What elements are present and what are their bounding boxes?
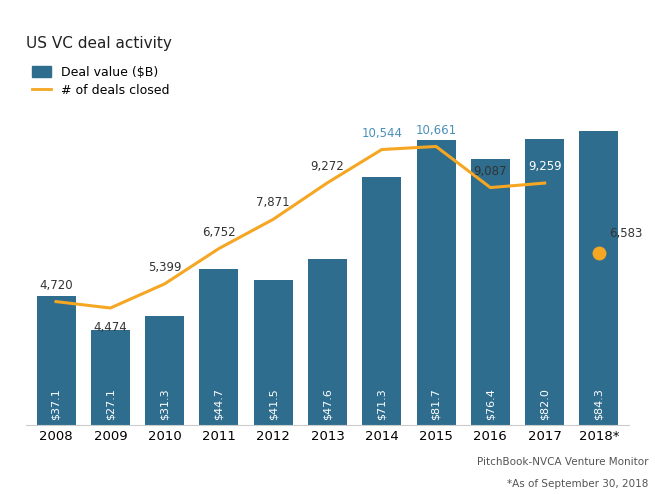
Text: $37.1: $37.1 <box>51 388 61 419</box>
Text: 10,544: 10,544 <box>362 126 402 140</box>
Bar <box>308 259 347 425</box>
Text: $76.4: $76.4 <box>485 388 495 419</box>
Text: $31.3: $31.3 <box>160 388 170 419</box>
Text: PitchBook-NVCA Venture Monitor: PitchBook-NVCA Venture Monitor <box>477 457 648 467</box>
Bar <box>37 296 75 425</box>
Bar <box>362 177 402 425</box>
Text: $84.3: $84.3 <box>594 388 604 419</box>
Text: 9,272: 9,272 <box>310 160 345 173</box>
Text: $27.1: $27.1 <box>105 388 115 419</box>
Bar <box>199 269 238 425</box>
Text: US VC deal activity: US VC deal activity <box>26 36 172 51</box>
Bar <box>580 131 618 425</box>
Legend: Deal value ($B), # of deals closed: Deal value ($B), # of deals closed <box>33 66 170 96</box>
Text: *As of September 30, 2018: *As of September 30, 2018 <box>507 479 648 489</box>
Bar <box>525 139 564 425</box>
Text: $44.7: $44.7 <box>214 388 224 419</box>
Text: 7,871: 7,871 <box>256 197 290 209</box>
Text: $47.6: $47.6 <box>322 388 333 419</box>
Text: 6,583: 6,583 <box>608 227 642 240</box>
Text: 9,087: 9,087 <box>474 165 507 178</box>
Bar <box>253 281 293 425</box>
Text: 10,661: 10,661 <box>415 124 457 136</box>
Bar <box>471 159 510 425</box>
Text: $81.7: $81.7 <box>431 388 441 419</box>
Text: 5,399: 5,399 <box>148 261 181 274</box>
Text: 6,752: 6,752 <box>202 226 236 239</box>
Text: $82.0: $82.0 <box>540 388 550 419</box>
Text: 9,259: 9,259 <box>528 160 561 173</box>
Text: $41.5: $41.5 <box>268 388 278 419</box>
Text: 4,720: 4,720 <box>39 279 73 291</box>
Bar <box>145 316 184 425</box>
Bar <box>417 140 456 425</box>
Text: 4,474: 4,474 <box>94 321 127 333</box>
Text: $71.3: $71.3 <box>377 388 387 419</box>
Bar <box>91 330 130 425</box>
